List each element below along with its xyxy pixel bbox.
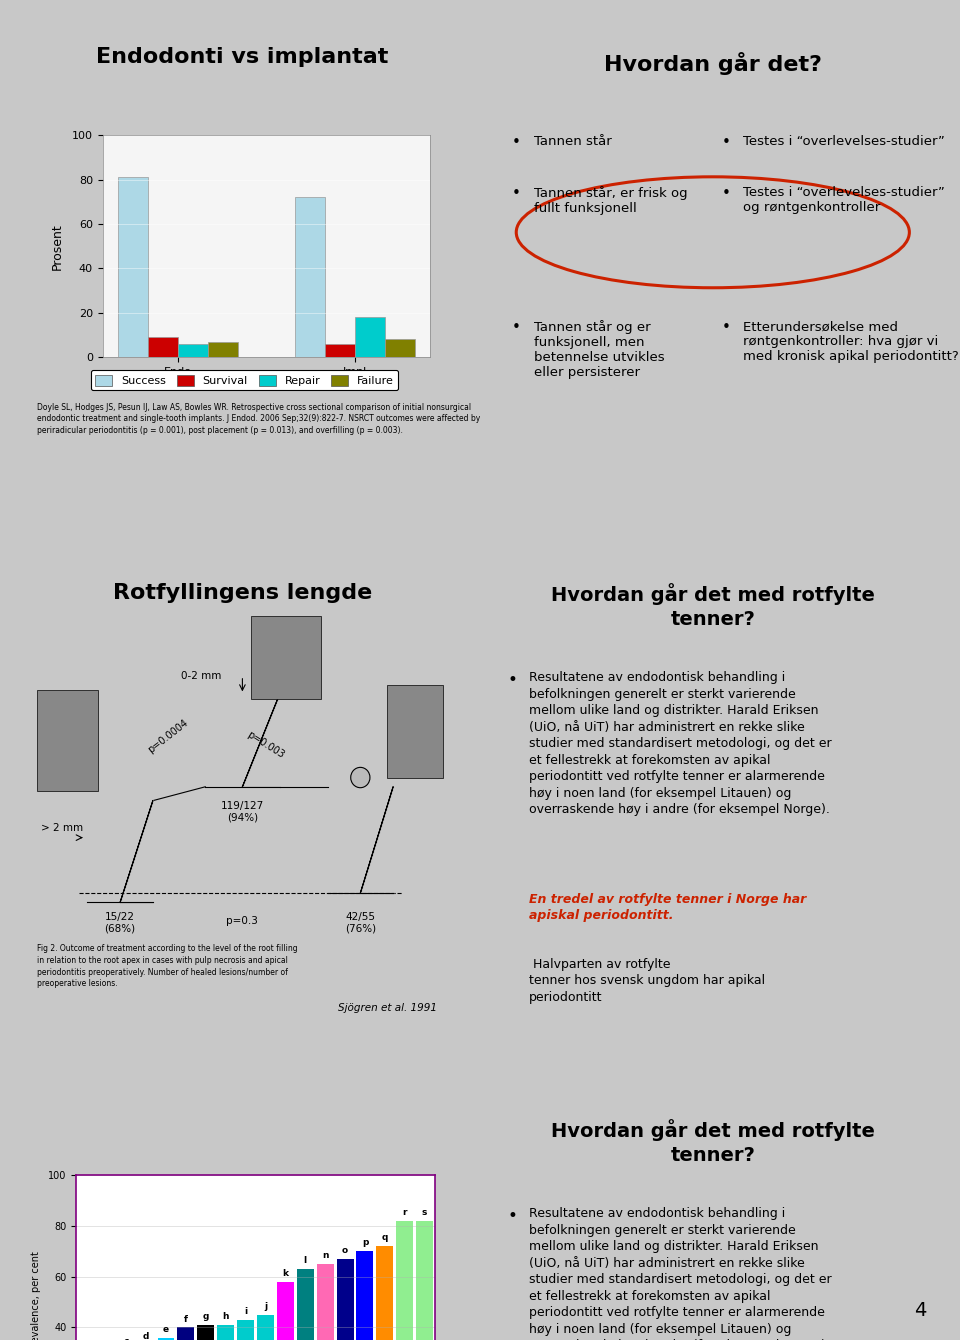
Text: Resultatene av endodontisk behandling i
befolkningen generelt er sterkt varieren: Resultatene av endodontisk behandling i …: [529, 671, 832, 816]
Text: •: •: [512, 320, 520, 335]
Text: f: f: [184, 1315, 188, 1324]
Text: Hvordan går det med rotfylte
tenner?: Hvordan går det med rotfylte tenner?: [551, 1119, 875, 1164]
Y-axis label: Prevalence, per cent: Prevalence, per cent: [31, 1252, 40, 1340]
Text: 15/22
(68%): 15/22 (68%): [105, 911, 135, 933]
Text: p=0.0004: p=0.0004: [146, 717, 190, 754]
Bar: [198, 1325, 214, 1340]
Text: p=0.003: p=0.003: [245, 730, 286, 761]
Text: 119/127
(94%): 119/127 (94%): [221, 801, 264, 823]
Text: g: g: [203, 1312, 209, 1321]
Text: Etterundersøkelse med
røntgenkontroller: hva gjør vi
med kronisk apikal periodon: Etterundersøkelse med røntgenkontroller:…: [743, 320, 959, 363]
Bar: [208, 342, 238, 356]
Bar: [257, 1315, 274, 1340]
Text: > 2 mm: > 2 mm: [41, 823, 84, 833]
Bar: [337, 1258, 353, 1340]
Legend: Success, Survival, Repair, Failure: Success, Survival, Repair, Failure: [91, 370, 398, 390]
Text: h: h: [223, 1312, 228, 1321]
Bar: [157, 1337, 175, 1340]
Text: •: •: [508, 1207, 517, 1225]
Text: •: •: [722, 186, 731, 201]
Bar: [37, 690, 98, 792]
Bar: [417, 1221, 433, 1340]
Text: Endodonti vs implantat: Endodonti vs implantat: [96, 47, 389, 67]
Bar: [276, 1281, 294, 1340]
Text: Testes i “overlevelses-studier”: Testes i “overlevelses-studier”: [743, 135, 946, 149]
Text: c: c: [124, 1337, 129, 1340]
Text: k: k: [282, 1269, 288, 1278]
Text: 4: 4: [914, 1301, 926, 1320]
Text: Testes i “overlevelses-studier”
og røntgenkontroller: Testes i “overlevelses-studier” og røntg…: [743, 186, 946, 214]
Text: q: q: [382, 1233, 388, 1242]
Text: Sjögren et al. 1991: Sjögren et al. 1991: [339, 1004, 438, 1013]
Bar: [324, 344, 355, 356]
Text: Tannen står, er frisk og
fullt funksjonell: Tannen står, er frisk og fullt funksjone…: [534, 186, 687, 214]
Bar: [317, 1264, 334, 1340]
Text: •: •: [722, 135, 731, 150]
Text: r: r: [402, 1207, 407, 1217]
Text: p=0.3: p=0.3: [227, 917, 258, 926]
Text: •: •: [512, 186, 520, 201]
Circle shape: [350, 768, 370, 788]
Text: Rotfyllingens lengde: Rotfyllingens lengde: [112, 583, 372, 603]
Text: 0-2 mm: 0-2 mm: [181, 671, 222, 681]
Text: Hvordan går det med rotfylte
tenner?: Hvordan går det med rotfylte tenner?: [551, 583, 875, 628]
Text: En tredel av rotfylte tenner i Norge har
apiskal periodontitt.: En tredel av rotfylte tenner i Norge har…: [529, 892, 806, 922]
Bar: [237, 1320, 254, 1340]
Text: l: l: [303, 1256, 307, 1265]
Bar: [385, 339, 416, 356]
Text: Tannen står og er
funksjonell, men
betennelse utvikles
eller persisterer: Tannen står og er funksjonell, men beten…: [534, 320, 664, 379]
Text: s: s: [422, 1207, 427, 1217]
Text: j: j: [264, 1302, 267, 1311]
Y-axis label: Prosent: Prosent: [50, 222, 63, 269]
Bar: [396, 1221, 413, 1340]
Text: Halvparten av rotfylte
tenner hos svensk ungdom har apikal
periodontitt: Halvparten av rotfylte tenner hos svensk…: [529, 958, 765, 1004]
Bar: [387, 685, 444, 777]
Bar: [356, 1252, 373, 1340]
Text: •: •: [508, 671, 517, 689]
Text: n: n: [322, 1252, 328, 1260]
Bar: [252, 616, 321, 699]
Text: Hvordan går det?: Hvordan går det?: [604, 52, 822, 75]
Bar: [295, 197, 324, 356]
Text: Doyle SL, Hodges JS, Pesun IJ, Law AS, Bowles WR. Retrospective cross sectional : Doyle SL, Hodges JS, Pesun IJ, Law AS, B…: [37, 403, 480, 434]
Text: •: •: [512, 135, 520, 150]
Text: o: o: [342, 1246, 348, 1256]
Bar: [178, 1328, 194, 1340]
Text: 42/55
(76%): 42/55 (76%): [345, 911, 376, 933]
Text: Fig 2. Outcome of treatment according to the level of the root filling
in relati: Fig 2. Outcome of treatment according to…: [37, 943, 298, 989]
Text: d: d: [143, 1332, 149, 1340]
Bar: [217, 1325, 234, 1340]
Text: e: e: [163, 1325, 169, 1333]
Bar: [297, 1269, 314, 1340]
Text: •: •: [722, 320, 731, 335]
Text: p: p: [362, 1238, 368, 1248]
Text: i: i: [244, 1306, 247, 1316]
Bar: [178, 344, 208, 356]
Text: Resultatene av endodontisk behandling i
befolkningen generelt er sterkt varieren: Resultatene av endodontisk behandling i …: [529, 1207, 832, 1340]
Bar: [376, 1246, 394, 1340]
Bar: [355, 318, 385, 356]
Bar: [148, 338, 178, 356]
Text: Tannen står: Tannen står: [534, 135, 612, 149]
Bar: [117, 177, 148, 356]
